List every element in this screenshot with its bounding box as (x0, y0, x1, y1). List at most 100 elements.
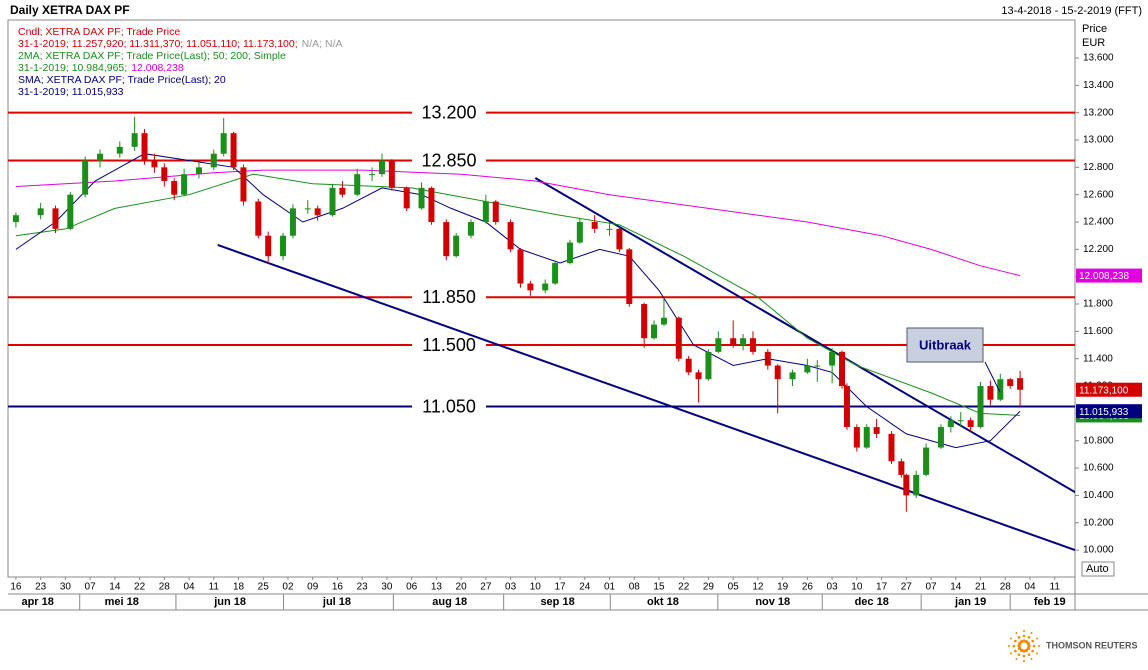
x-tick-label: 12 (752, 582, 764, 593)
candle-body (418, 187, 425, 209)
logo-dot (1014, 649, 1017, 653)
level-label-bg (412, 149, 486, 172)
y-tick-label: 13.600 (1083, 53, 1114, 64)
y-tick-label: 10.600 (1083, 463, 1114, 474)
legend-text: 2MA; XETRA DAX PF; Trade Price(Last); 50… (18, 50, 286, 62)
candle-body (730, 338, 737, 346)
candle-body (255, 201, 262, 236)
series-tag: 12.008,238 (1079, 271, 1129, 282)
x-tick-label: 15 (653, 582, 665, 593)
y-tick-label: 12.200 (1083, 244, 1114, 255)
x-tick-label: 17 (554, 582, 566, 593)
legend-text: 31-1-2019; 10.984,965; (18, 62, 127, 74)
y-tick-label: 11.400 (1083, 353, 1113, 364)
legend-text: Cndl; XETRA DAX PF; Trade Price (18, 26, 180, 38)
logo-dot (1027, 636, 1031, 639)
logo-dot (1023, 630, 1025, 632)
x-tick-label: 28 (159, 582, 171, 593)
candle-body (354, 174, 361, 195)
legend-extra: 12.008,238 (131, 62, 184, 74)
y-tick-label: 12.800 (1083, 162, 1114, 173)
candle-body (181, 174, 188, 195)
x-tick-label: 08 (629, 582, 641, 593)
candle-body (947, 420, 954, 428)
x-tick-label: 02 (282, 582, 294, 593)
series-tag: 11.015,933 (1079, 407, 1129, 418)
candle-body (749, 338, 756, 352)
candle-body (898, 461, 905, 475)
x-tick-label: 27 (480, 582, 492, 593)
x-tick-label: 01 (604, 582, 616, 593)
candle-body (1007, 379, 1014, 387)
candle-body (695, 372, 702, 380)
scale-mode[interactable]: Auto (1086, 563, 1109, 575)
y-tick-label: 10.200 (1083, 517, 1114, 528)
close-tag-bg (1076, 382, 1142, 397)
legend-text: SMA; XETRA DAX PF; Trade Price(Last); 20 (18, 74, 226, 86)
candle-body (660, 317, 667, 325)
candle-body (977, 386, 984, 428)
annotation: Uitbraak (919, 337, 972, 352)
annotation-box (906, 327, 984, 363)
logo-dot (1030, 632, 1033, 635)
logo-dot (1027, 653, 1031, 656)
candle-body (705, 351, 712, 380)
level-label-bg (412, 286, 486, 309)
candle-body (903, 474, 910, 496)
x-tick-label: 16 (10, 582, 22, 593)
candle-body (12, 215, 19, 223)
candle-body (443, 222, 450, 257)
candle-body (403, 187, 410, 209)
logo-dot (1024, 648, 1029, 652)
y-tick-label: 11.600 (1083, 326, 1113, 337)
candle-body (774, 365, 781, 380)
logo-dot (1032, 644, 1036, 648)
logo-dot (1019, 640, 1024, 644)
month-label: jun 18 (213, 596, 246, 608)
axis-label: Price (1082, 23, 1107, 35)
candle-body (863, 427, 870, 448)
x-tick-label: 14 (109, 582, 121, 593)
month-label: aug 18 (432, 596, 467, 608)
month-label: sep 18 (540, 596, 574, 608)
logo-dot (1031, 639, 1034, 643)
level-label: 13.200 (421, 102, 476, 122)
close-tag: 11.173,100 (1079, 385, 1129, 396)
y-tick-label: 12.400 (1083, 217, 1114, 228)
candle-body (641, 304, 648, 339)
level-label-bg (412, 101, 486, 124)
candle-body (853, 427, 860, 448)
scale-button[interactable] (1081, 561, 1115, 577)
x-tick-label: 07 (85, 582, 97, 593)
month-label: nov 18 (755, 596, 790, 608)
candle-body (542, 283, 549, 291)
x-tick-label: 03 (505, 582, 517, 593)
level-label: 11.500 (422, 335, 476, 355)
candle-body (789, 372, 796, 380)
candle-body (280, 235, 287, 257)
x-tick-label: 22 (134, 582, 146, 593)
x-tick-label: 07 (925, 582, 937, 593)
logo-dot (1014, 639, 1017, 643)
candle-body (52, 208, 59, 229)
x-tick-label: 27 (901, 582, 913, 593)
logo-dot (1023, 660, 1025, 662)
candle-body (240, 167, 247, 202)
candle-body (82, 160, 89, 195)
x-tick-label: 10 (530, 582, 542, 593)
y-tick-label: 12.600 (1083, 189, 1114, 200)
logo-dot (1027, 644, 1031, 648)
candle-body (814, 365, 821, 367)
x-tick-label: 16 (332, 582, 344, 593)
x-tick-label: 22 (678, 582, 690, 593)
candle-body (675, 317, 682, 359)
candle-body (161, 167, 168, 182)
x-tick-label: 03 (827, 582, 839, 593)
candle-body (843, 386, 850, 428)
date-range: 13-4-2018 - 15-2-2019 (FFT) (1001, 5, 1142, 17)
x-tick-label: 17 (876, 582, 888, 593)
x-tick-label: 25 (258, 582, 270, 593)
candle-body (195, 167, 202, 175)
candle-body (606, 228, 613, 230)
x-tick-label: 23 (357, 582, 369, 593)
